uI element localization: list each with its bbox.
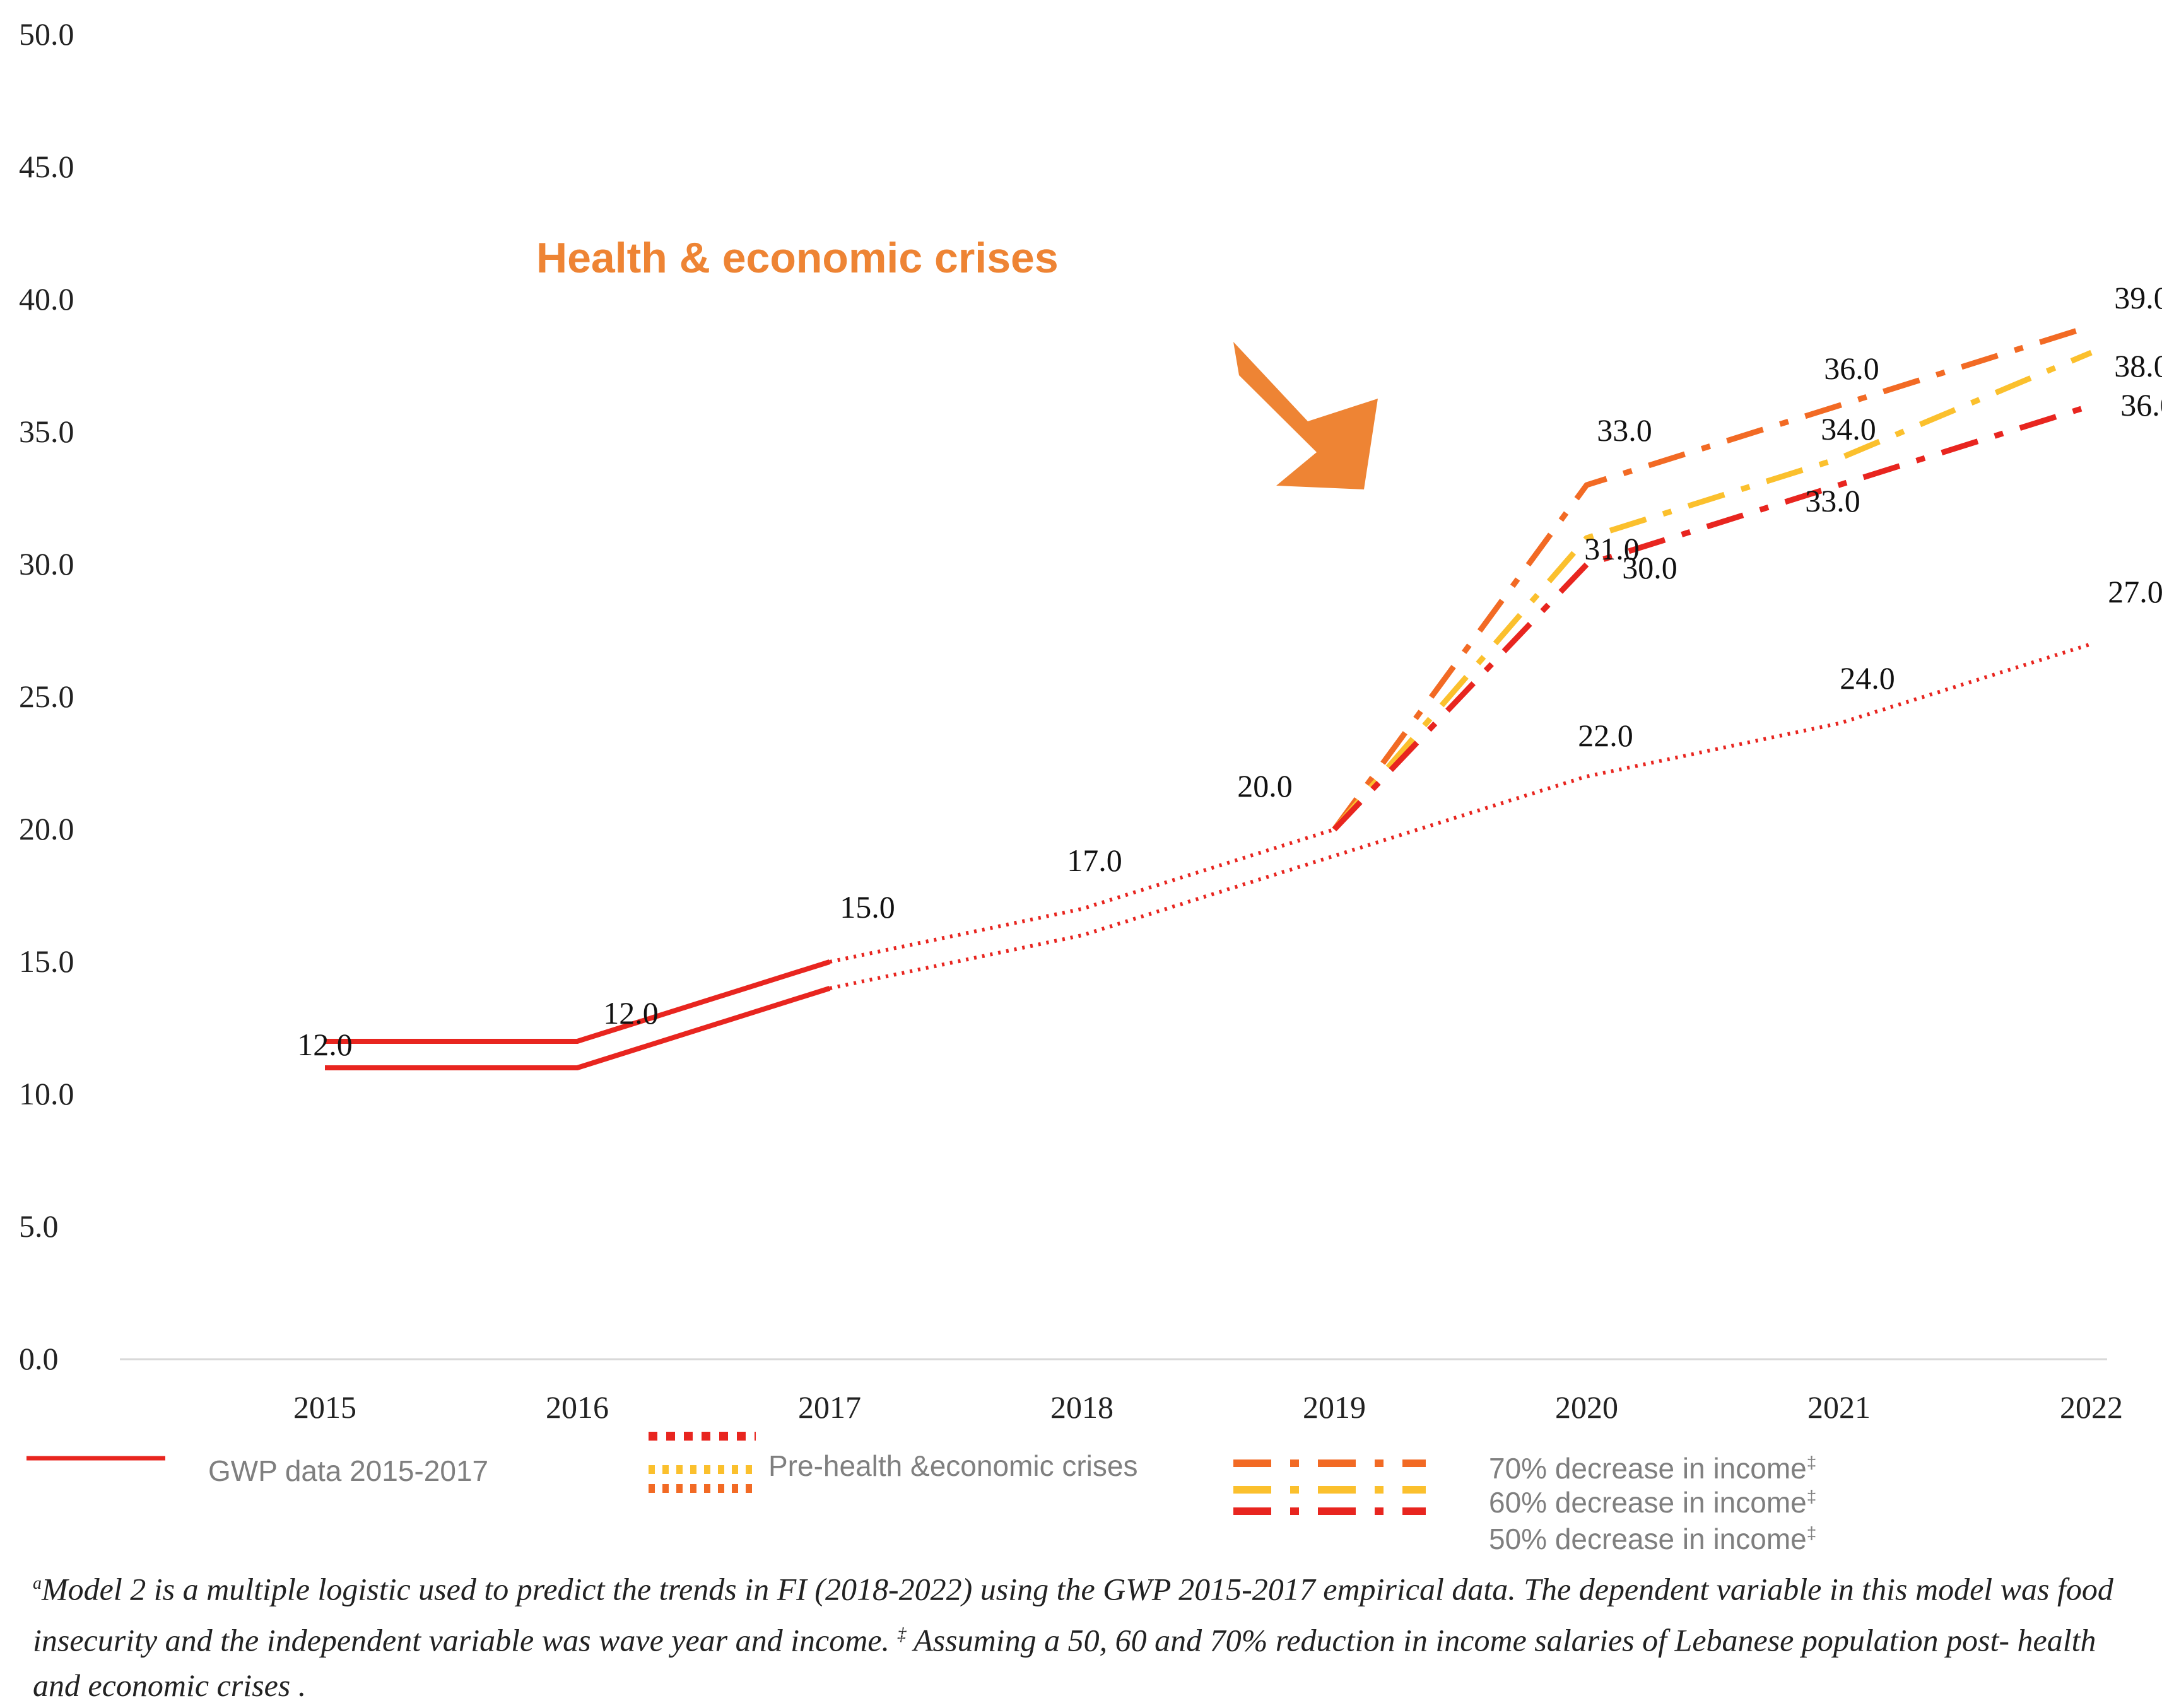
data-label: 24.0	[1840, 660, 1895, 696]
data-label: 31.0	[1584, 531, 1640, 566]
legend: GWP data 2015-2017 Pre-health &economic …	[26, 1432, 1816, 1555]
data-label: 27.0	[2108, 574, 2162, 609]
data-label: 12.0	[603, 995, 659, 1031]
y-tick-label: 15.0	[19, 944, 74, 979]
y-tick-label: 10.0	[19, 1076, 74, 1111]
x-tick-label: 2015	[293, 1389, 356, 1425]
series-lines	[325, 323, 2093, 1070]
data-label: 12.0	[297, 1027, 353, 1062]
data-label: 20.0	[1237, 768, 1293, 804]
data-label: 15.0	[840, 889, 895, 925]
y-tick-label: 5.0	[19, 1208, 59, 1244]
series-line	[1332, 323, 2093, 831]
x-axis-ticks: 2015 2016 2017 2018 2019 2020 2021 2022	[293, 1389, 2123, 1425]
data-label: 30.0	[1622, 550, 1677, 585]
series-line	[325, 959, 831, 1044]
data-label: 33.0	[1597, 412, 1652, 448]
x-tick-label: 2022	[2060, 1389, 2123, 1425]
y-tick-label: 40.0	[19, 281, 74, 317]
data-labels: 12.0 12.0 15.0 22.0 24.0 27.0 17.0 20.0 33.0 36.0…	[297, 280, 2162, 1062]
x-tick-label: 2018	[1050, 1389, 1113, 1425]
series-line	[1332, 402, 2093, 832]
crisis-annotation: Health & economic crises	[536, 234, 1059, 282]
footnote-text-1: Model 2 is a multiple logistic used to p…	[33, 1571, 2113, 1658]
x-tick-label: 2020	[1555, 1389, 1618, 1425]
data-label: 17.0	[1067, 843, 1122, 878]
data-label: 36.0	[1824, 351, 1879, 386]
legend-label-70: 70% decrease in income‡	[1489, 1452, 1816, 1485]
y-tick-label: 45.0	[19, 149, 74, 184]
data-label: 34.0	[1821, 411, 1876, 447]
data-label: 33.0	[1805, 483, 1860, 518]
footnote-dagger: ‡	[897, 1624, 907, 1644]
series-line	[829, 642, 2092, 990]
y-tick-label: 30.0	[19, 546, 74, 582]
y-tick-label: 20.0	[19, 811, 74, 846]
x-tick-label: 2017	[798, 1389, 861, 1425]
y-axis-ticks: 0.0 5.0 10.0 15.0 20.0 25.0 30.0 35.0 40.0 45.0 50…	[19, 16, 74, 1376]
legend-label-50: 50% decrease in income‡	[1489, 1523, 1816, 1555]
arrow-icon	[1233, 342, 1378, 489]
footnote-text-2: Assuming a 50, 60 and 70% reduction in i…	[33, 1622, 2096, 1704]
series-line	[325, 986, 831, 1070]
series-line	[1332, 349, 2093, 831]
footnote-marker: a	[33, 1574, 42, 1593]
legend-label-gwp: GWP data 2015-2017	[208, 1454, 488, 1487]
y-tick-label: 50.0	[19, 16, 74, 52]
data-label: 22.0	[1578, 718, 1633, 753]
x-tick-label: 2021	[1807, 1389, 1871, 1425]
x-tick-label: 2019	[1303, 1389, 1366, 1425]
y-tick-label: 25.0	[19, 679, 74, 714]
legend-label-60: 60% decrease in income‡	[1489, 1486, 1816, 1519]
legend-label-pre: Pre-health &economic crises	[768, 1449, 1137, 1482]
data-label: 36.0	[2120, 387, 2162, 423]
y-tick-label: 35.0	[19, 414, 74, 449]
data-label: 38.0	[2114, 348, 2162, 383]
x-tick-label: 2016	[546, 1389, 609, 1425]
line-chart: 0.0 5.0 10.0 15.0 20.0 25.0 30.0 35.0 40.0 45.0 50…	[19, 16, 2162, 1555]
y-tick-label: 0.0	[19, 1341, 59, 1376]
data-label: 39.0	[2114, 280, 2162, 315]
footnote: aModel 2 is a multiple logistic used to …	[33, 1561, 2134, 1708]
